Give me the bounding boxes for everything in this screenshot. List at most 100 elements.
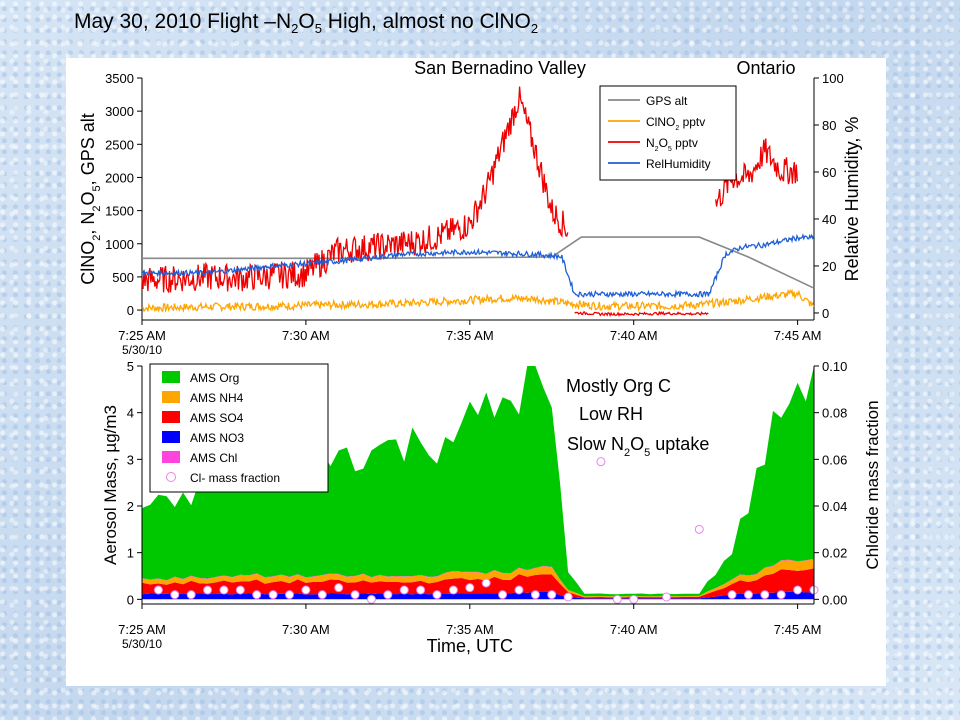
p2-legend-swatch bbox=[162, 451, 180, 463]
cl-fraction-point bbox=[661, 592, 671, 602]
cl-fraction-point bbox=[268, 590, 278, 600]
p2-legend-label: Cl- mass fraction bbox=[190, 471, 280, 485]
cl-fraction-point bbox=[596, 457, 606, 467]
p1-ytick-left-label: 2000 bbox=[105, 170, 134, 185]
p2-legend-swatch bbox=[162, 431, 180, 443]
cl-fraction-point bbox=[793, 585, 803, 595]
p2-legend-label: AMS NO3 bbox=[190, 431, 244, 445]
p2-legend-swatch bbox=[162, 411, 180, 423]
series-gps-alt bbox=[142, 236, 815, 289]
p1-xtick-sublabel: 5/30/10 bbox=[122, 343, 162, 357]
p1-legend-label: N2O5 pptv bbox=[646, 136, 698, 153]
p2-ytick-right-label: 0.06 bbox=[822, 452, 847, 467]
cl-fraction-point bbox=[498, 590, 508, 600]
cl-fraction-point bbox=[252, 590, 262, 600]
p2-ytick-left-label: 2 bbox=[127, 499, 134, 514]
series-relhumidity bbox=[141, 233, 815, 299]
p2-legend-marker bbox=[166, 472, 176, 482]
slide-title: May 30, 2010 Flight –N2O5 High, almost n… bbox=[74, 10, 539, 37]
cl-fraction-point bbox=[432, 590, 442, 600]
cl-fraction-point bbox=[285, 590, 295, 600]
p1-ylabel-left: ClNO2, N2O5, GPS alt bbox=[78, 113, 103, 284]
p2-ytick-left-label: 5 bbox=[127, 359, 134, 374]
p2-legend-label: AMS SO4 bbox=[190, 411, 244, 425]
p1-legend-label: GPS alt bbox=[646, 94, 688, 108]
p1-ytick-left-label: 3500 bbox=[105, 71, 134, 86]
cl-fraction-point bbox=[301, 585, 311, 595]
cl-fraction-point bbox=[514, 585, 524, 595]
annotation-low-rh: Low RH bbox=[579, 404, 643, 424]
p2-xtick-label: 7:25 AM bbox=[118, 622, 166, 637]
series-clno2 bbox=[141, 288, 815, 314]
p2-ytick-left-label: 3 bbox=[127, 452, 134, 467]
p2-ylabel-left: Aerosol Mass, µg/m3 bbox=[101, 405, 120, 565]
cl-fraction-point bbox=[399, 585, 409, 595]
p2-ytick-right-label: 0.10 bbox=[822, 359, 847, 374]
cl-fraction-point bbox=[760, 590, 770, 600]
cl-fraction-point bbox=[612, 594, 622, 604]
cl-fraction-point bbox=[629, 594, 639, 604]
p2-ytick-right-label: 0.08 bbox=[822, 406, 847, 421]
p2-ytick-right-label: 0.04 bbox=[822, 499, 847, 514]
cl-fraction-point bbox=[743, 590, 753, 600]
cl-fraction-point bbox=[170, 590, 180, 600]
p1-ytick-right-label: 20 bbox=[822, 259, 836, 274]
cl-fraction-point bbox=[366, 594, 376, 604]
p1-ytick-left-label: 0 bbox=[127, 303, 134, 318]
series-n2o5-segment bbox=[574, 310, 709, 318]
area-ams-no3 bbox=[142, 591, 814, 600]
area-ams-org bbox=[142, 366, 814, 597]
p1-ytick-left-label: 500 bbox=[112, 270, 134, 285]
p2-ylabel-right: Chloride mass fraction bbox=[863, 400, 882, 569]
p2-ytick-left-label: 0 bbox=[127, 592, 134, 607]
p1-xtick-label: 7:25 AM bbox=[118, 328, 166, 343]
p1-legend-box bbox=[599, 85, 737, 181]
p1-legend-label: RelHumidity bbox=[646, 157, 711, 171]
cl-fraction-point bbox=[727, 590, 737, 600]
p2-legend-label: AMS Chl bbox=[190, 451, 237, 465]
cl-fraction-point bbox=[481, 578, 491, 588]
p1-xtick-label: 7:35 AM bbox=[446, 328, 494, 343]
p1-ytick-right-label: 0 bbox=[822, 306, 829, 321]
p2-xtick-label: 7:40 AM bbox=[610, 622, 658, 637]
cl-fraction-point bbox=[235, 585, 245, 595]
p2-xtick-label: 7:30 AM bbox=[282, 622, 330, 637]
p2-ytick-right-label: 0.00 bbox=[822, 592, 847, 607]
annotation-san-bernadino: San Bernadino Valley bbox=[414, 58, 586, 78]
p2-ytick-left-label: 4 bbox=[127, 406, 134, 421]
cl-fraction-point bbox=[694, 524, 704, 534]
p1-ytick-left-label: 3000 bbox=[105, 104, 134, 119]
p1-ylabel-right: Relative Humidity, % bbox=[842, 117, 862, 282]
cl-fraction-point bbox=[350, 590, 360, 600]
cl-fraction-point bbox=[186, 590, 196, 600]
cl-fraction-point bbox=[563, 592, 573, 602]
cl-fraction-point bbox=[448, 585, 458, 595]
cl-fraction-point bbox=[334, 583, 344, 593]
p2-ytick-left-label: 1 bbox=[127, 546, 134, 561]
p1-ytick-right-label: 40 bbox=[822, 212, 836, 227]
cl-fraction-point bbox=[219, 585, 229, 595]
p2-legend-swatch bbox=[162, 371, 180, 383]
area-ams-nh4 bbox=[142, 559, 814, 598]
chart-svg: 0500100015002000250030003500020406080100… bbox=[78, 58, 882, 656]
annotation-mostly-org: Mostly Org C bbox=[566, 376, 671, 396]
p2-legend-box bbox=[149, 363, 329, 493]
p1-ytick-left-label: 2500 bbox=[105, 137, 134, 152]
p2-xtick-sublabel: 5/30/10 bbox=[122, 637, 162, 651]
annotation-slow-uptake: Slow N2O5 uptake bbox=[567, 434, 709, 459]
chart-panel: 0 500 1000 1500 2000 2500 3000 3500 0 20 40 60 80 100… bbox=[66, 58, 886, 686]
p1-xtick-label: 7:30 AM bbox=[282, 328, 330, 343]
p1-ytick-left-label: 1500 bbox=[105, 204, 134, 219]
p2-xlabel: Time, UTC bbox=[427, 636, 513, 656]
p1-ytick-right-label: 100 bbox=[822, 71, 844, 86]
cl-fraction-point bbox=[776, 590, 786, 600]
annotation-ontario: Ontario bbox=[736, 58, 795, 78]
cl-fraction-point bbox=[153, 585, 163, 595]
p1-legend-label: ClNO2 pptv bbox=[646, 115, 705, 132]
cl-fraction-point bbox=[317, 590, 327, 600]
p2-legend-label: AMS Org bbox=[190, 371, 239, 385]
cl-fraction-point bbox=[530, 590, 540, 600]
p1-ytick-right-label: 60 bbox=[822, 165, 836, 180]
p2-xtick-label: 7:45 AM bbox=[774, 622, 822, 637]
p2-legend-swatch bbox=[162, 391, 180, 403]
